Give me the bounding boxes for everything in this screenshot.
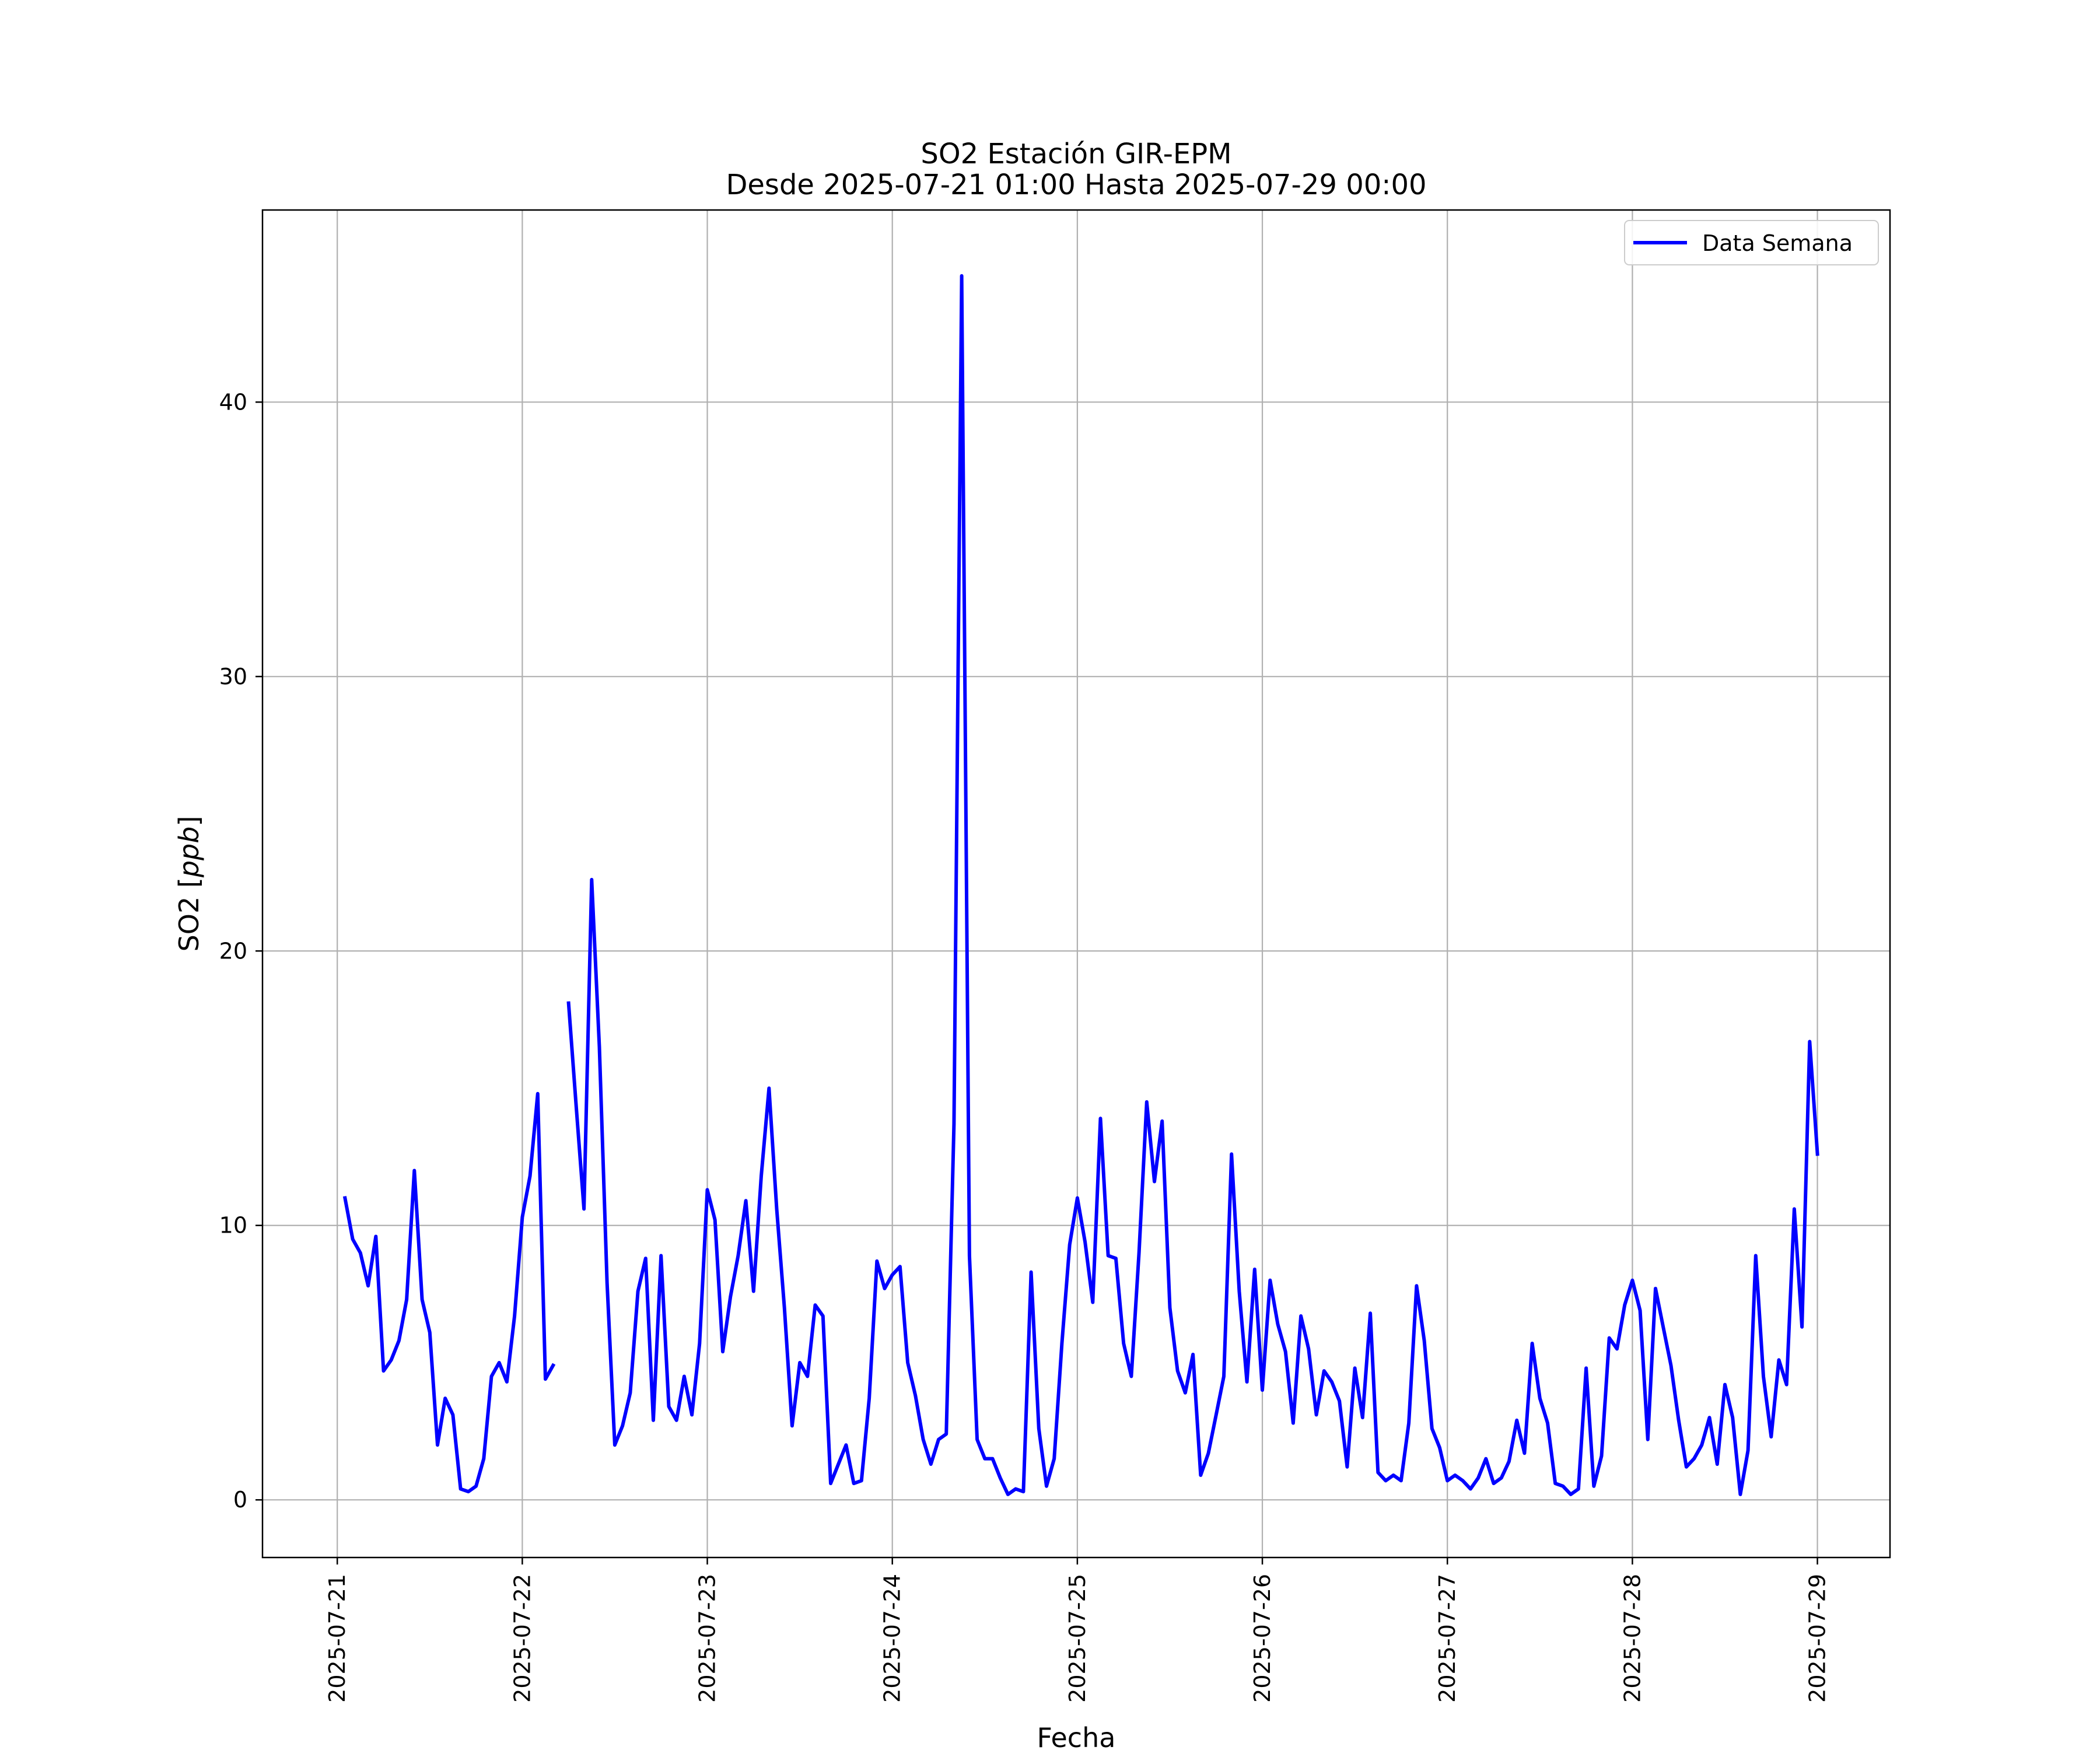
y-tick-label: 40 bbox=[219, 389, 247, 415]
chart-title: SO2 Estación GIR-EPM bbox=[921, 138, 1231, 170]
y-axis-label-unit: ppb bbox=[173, 827, 205, 878]
legend: Data Semana bbox=[1624, 220, 1879, 265]
y-tick-label: 20 bbox=[219, 938, 247, 964]
x-tick-label: 2025-07-24 bbox=[880, 1574, 905, 1703]
legend-box bbox=[1624, 220, 1879, 265]
x-tick-label: 2025-07-22 bbox=[509, 1574, 535, 1703]
series-layer bbox=[342, 274, 1819, 1496]
x-axis-label: Fecha bbox=[1037, 1722, 1116, 1750]
x-tick-label: 2025-07-26 bbox=[1250, 1574, 1275, 1703]
x-tick-label: 2025-07-27 bbox=[1434, 1574, 1460, 1703]
x-tick-label: 2025-07-29 bbox=[1805, 1574, 1831, 1703]
x-tick-label: 2025-07-28 bbox=[1619, 1574, 1645, 1703]
axis-ticks: 0 10 20 30 40 2025-07-21 2025-07-22 2025-07-23 2… bbox=[219, 389, 1831, 1703]
x-tick-label: 2025-07-23 bbox=[695, 1574, 720, 1703]
x-tick-label: 2025-07-21 bbox=[324, 1574, 350, 1703]
plot-background bbox=[262, 210, 1890, 1558]
chart-subtitle: Desde 2025-07-21 01:00 Hasta 2025-07-29 … bbox=[726, 169, 1426, 201]
legend-label-data-semana: Data Semana bbox=[1702, 230, 1853, 256]
y-axis-label-prefix: SO2 [ bbox=[173, 877, 205, 951]
x-tick-label: 2025-07-25 bbox=[1065, 1574, 1090, 1703]
y-axis-label-suffix: ] bbox=[173, 816, 205, 827]
y-tick-label: 30 bbox=[219, 664, 247, 690]
series-line-data-semana bbox=[342, 274, 1819, 1496]
y-tick-label: 10 bbox=[219, 1213, 247, 1238]
plot-frame bbox=[261, 209, 1891, 1559]
grid bbox=[262, 210, 1890, 1558]
y-axis-label: SO2 [ppb] bbox=[173, 816, 205, 952]
y-tick-label: 0 bbox=[233, 1487, 247, 1513]
